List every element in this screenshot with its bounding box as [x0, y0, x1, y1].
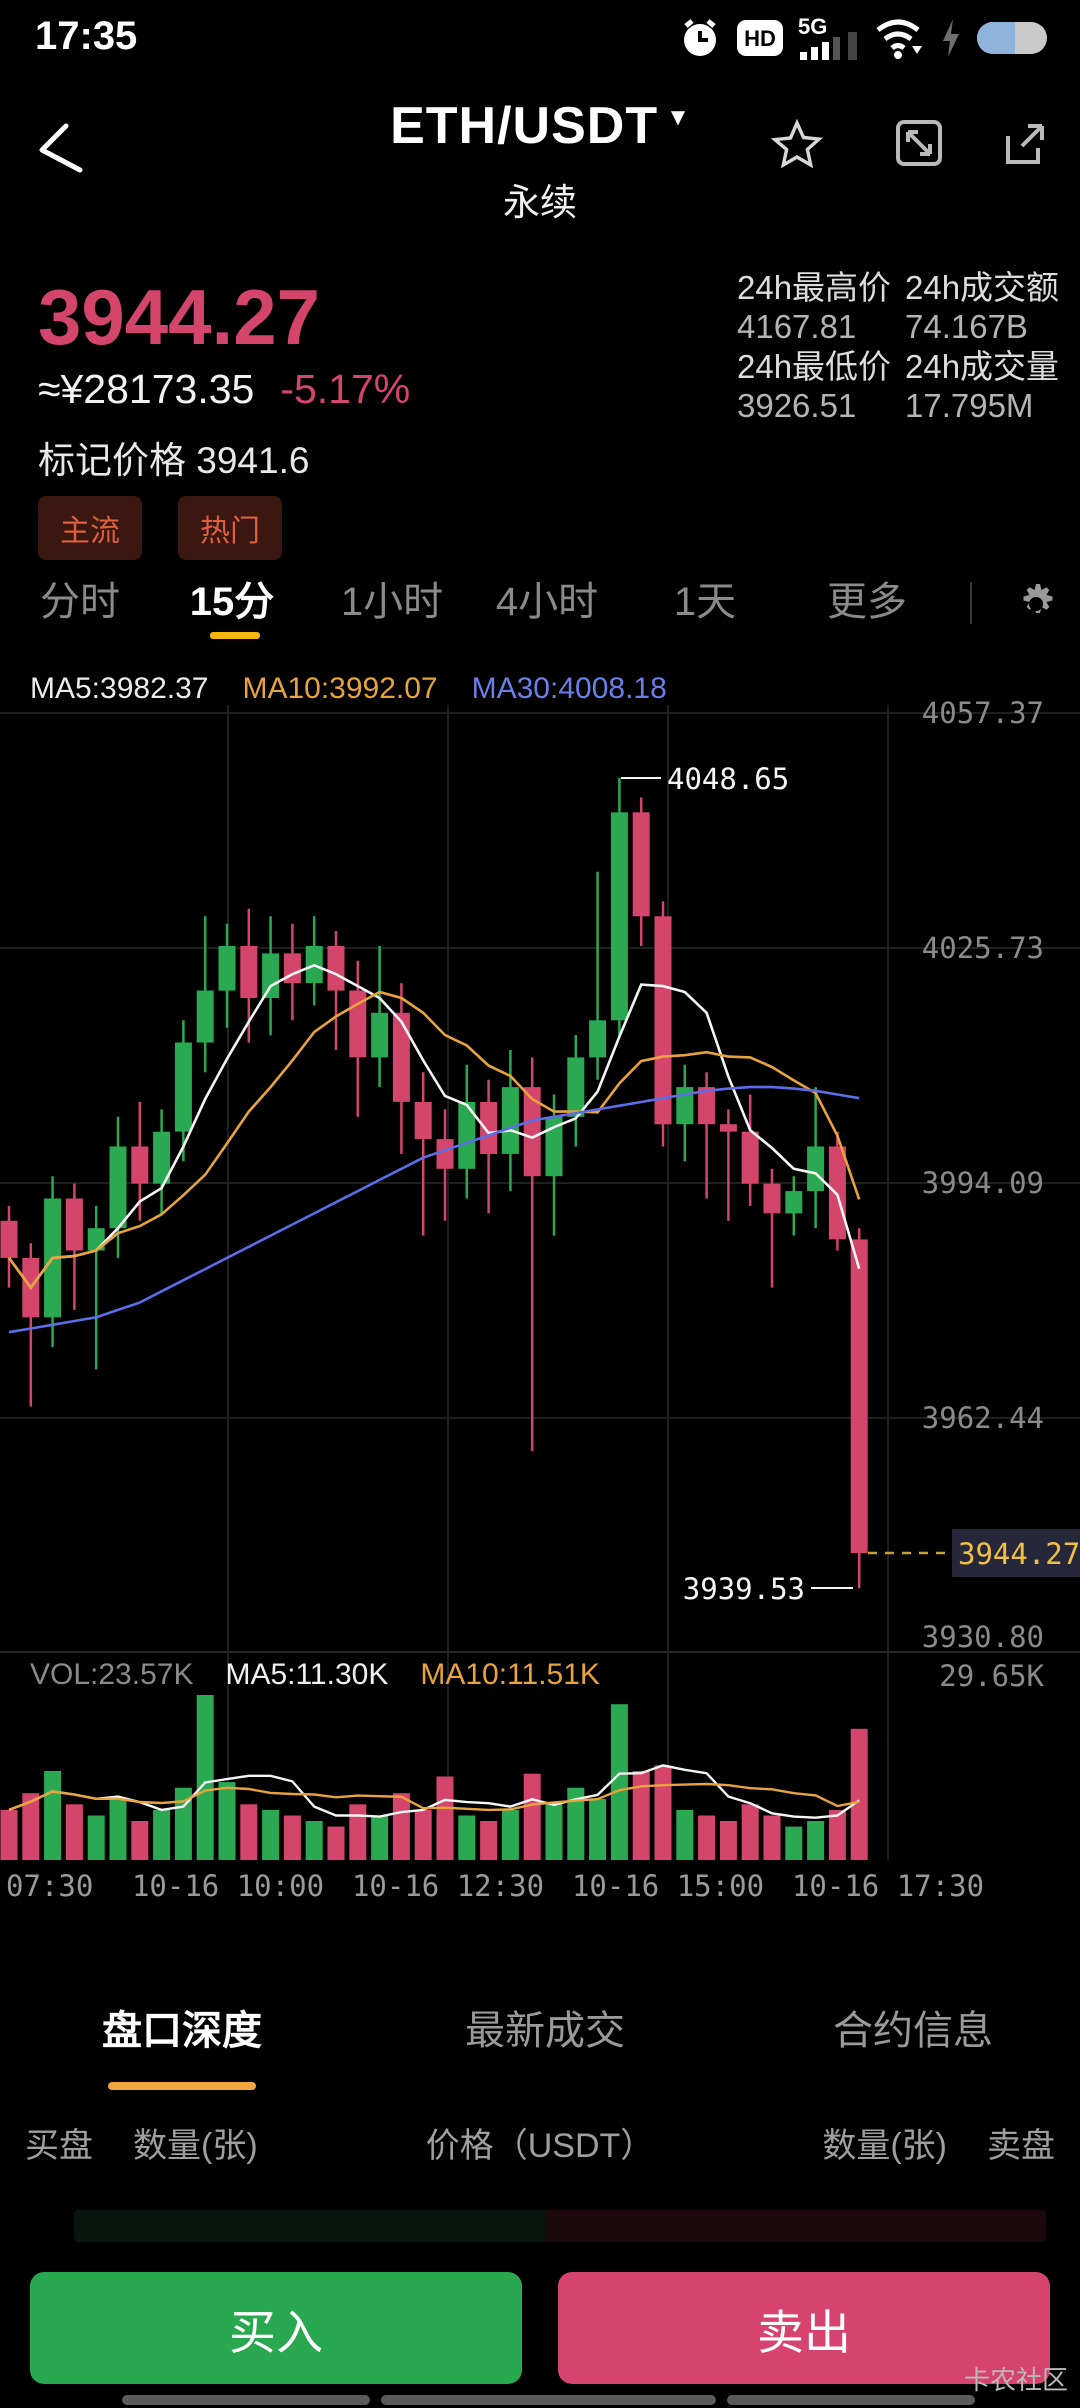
- svg-text:HD: HD: [744, 26, 776, 51]
- interval-tab-4[interactable]: 4小时: [495, 580, 599, 624]
- svg-text:3930.80: 3930.80: [922, 1620, 1044, 1654]
- stat-label: 24h成交量: [905, 348, 1060, 385]
- svg-text:10-16 15:00: 10-16 15:00: [572, 1869, 764, 1903]
- svg-text:4057.37: 4057.37: [922, 696, 1044, 730]
- stat-label: 24h最低价: [737, 348, 892, 385]
- wifi-icon: [874, 16, 926, 65]
- svg-text:10-16 12:30: 10-16 12:30: [352, 1869, 544, 1903]
- depth-buy-segment: [74, 2210, 546, 2242]
- gear-icon[interactable]: [1010, 578, 1062, 635]
- page-title: ETH/USDT: [390, 97, 659, 155]
- interval-tab-2[interactable]: 15分: [189, 580, 275, 624]
- cny-value: ≈¥28173.35: [38, 366, 255, 412]
- col-sell-qty: 数量(张): [822, 2127, 947, 2165]
- watermark: 卡农社区: [963, 2365, 1068, 2395]
- interval-tab-1[interactable]: 分时: [40, 580, 120, 624]
- svg-text:3994.09: 3994.09: [922, 1166, 1044, 1200]
- stat-label: 24h成交额: [905, 269, 1060, 306]
- interval-tab-5[interactable]: 1天: [673, 580, 737, 624]
- stat-value: 3926.51: [737, 387, 857, 424]
- col-price: 价格（USDT）: [425, 2127, 655, 2165]
- gesture-bar-segment[interactable]: [122, 2395, 370, 2405]
- volume-indicator-row: VOL:23.57K MA5:11.30K MA10:11.51K: [30, 1658, 600, 1692]
- vol-label: MA10:11.51K: [420, 1658, 600, 1691]
- pair-selector[interactable]: ETH/USDT ▼: [0, 96, 1080, 156]
- orderbook-tab-2[interactable]: 最新成交: [465, 2009, 625, 2053]
- tag-badge[interactable]: 热门: [178, 496, 282, 560]
- interval-tab-6[interactable]: 更多: [827, 580, 907, 624]
- contract-type-label: 永续: [503, 182, 577, 223]
- stat-value: 4167.81: [737, 308, 857, 345]
- svg-text:4025.73: 4025.73: [922, 931, 1044, 965]
- interval-tab-bar: 分时 15分 1小时 4小时 1天 更多: [0, 578, 1080, 648]
- status-icon-cluster: HD 5G: [678, 10, 1050, 70]
- 5g-signal-icon: 5G: [798, 14, 860, 67]
- change-percent: -5.17%: [280, 366, 411, 412]
- kline-chart[interactable]: 4057.37 4025.73 3994.09 3962.44 3930.80 29.65…: [0, 0, 1080, 1930]
- ma-label: MA10:3992.07: [242, 672, 438, 705]
- stat-value: 74.167B: [905, 308, 1028, 345]
- orderbook-tab-underline: [108, 2082, 256, 2090]
- alarm-icon: [678, 16, 722, 65]
- price-conversion-row: ≈¥28173.35 -5.17%: [38, 366, 410, 413]
- back-button[interactable]: [28, 118, 88, 183]
- svg-text:3939.53: 3939.53: [683, 1572, 805, 1606]
- svg-text:29.65K: 29.65K: [939, 1659, 1044, 1693]
- svg-text:10-16 17:30: 10-16 17:30: [792, 1869, 984, 1903]
- tab-divider: [970, 582, 972, 624]
- orderbook-tab-1[interactable]: 盘口深度: [102, 2009, 262, 2053]
- svg-text:3944.27: 3944.27: [958, 1537, 1080, 1571]
- interval-tab-3[interactable]: 1小时: [340, 580, 444, 624]
- mark-price: 标记价格 3941.6: [38, 440, 310, 481]
- hd-badge-icon: HD: [736, 19, 784, 62]
- tag-list: 主流 热门: [38, 496, 282, 560]
- interval-tab-underline: [210, 632, 260, 639]
- sell-button[interactable]: 卖出: [558, 2272, 1050, 2384]
- col-buy-qty: 数量(张): [133, 2127, 258, 2165]
- status-time: 17:35: [35, 14, 138, 58]
- share-icon[interactable]: [998, 118, 1050, 175]
- stat-label: 24h最高价: [737, 269, 892, 306]
- orderbook-tab-3[interactable]: 合约信息: [833, 2009, 993, 2053]
- chevron-down-icon: ▼: [666, 104, 690, 131]
- svg-text:5G: 5G: [798, 14, 827, 39]
- orderbook-column-header: 买盘 数量(张) 价格（USDT） 数量(张) 卖盘: [0, 2118, 1080, 2165]
- vol-label: VOL:23.57K: [30, 1658, 194, 1691]
- svg-text:4048.65: 4048.65: [667, 762, 789, 796]
- gesture-bar-segment[interactable]: [727, 2395, 975, 2405]
- svg-text:3962.44: 3962.44: [922, 1401, 1044, 1435]
- col-buy-side: 买盘: [25, 2127, 93, 2165]
- favorite-star-icon[interactable]: [770, 118, 824, 177]
- svg-text:10-16 10:00: 10-16 10:00: [132, 1869, 324, 1903]
- charging-bolt-icon: [940, 17, 962, 64]
- stat-value: 17.795M: [905, 387, 1034, 424]
- tag-badge[interactable]: 主流: [38, 496, 142, 560]
- last-price: 3944.27: [38, 273, 320, 361]
- svg-text:07:30: 07:30: [6, 1869, 93, 1903]
- depth-ratio-bar: [74, 2210, 1046, 2242]
- col-sell-side: 卖盘: [987, 2127, 1055, 2165]
- depth-sell-segment: [545, 2210, 1046, 2242]
- battery-icon: [976, 18, 1050, 63]
- ma-label: MA30:4008.18: [471, 672, 667, 705]
- fullscreen-icon[interactable]: [894, 118, 944, 173]
- buy-button[interactable]: 买入: [30, 2272, 522, 2384]
- vol-label: MA5:11.30K: [225, 1658, 389, 1691]
- ma-indicator-row: MA5:3982.37 MA10:3992.07 MA30:4008.18: [30, 672, 667, 706]
- ma-label: MA5:3982.37: [30, 672, 209, 705]
- gesture-bar-segment[interactable]: [381, 2395, 716, 2405]
